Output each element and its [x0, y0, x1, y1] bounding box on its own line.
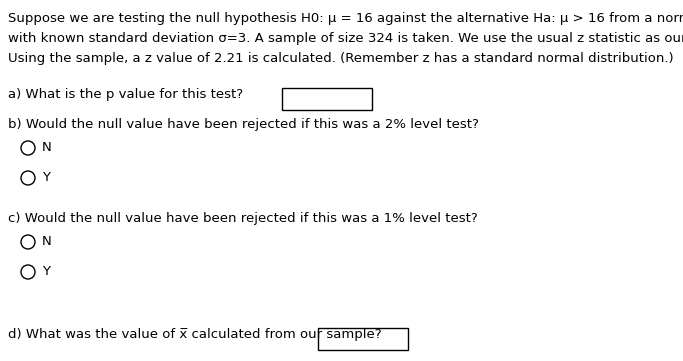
- Text: Suppose we are testing the null hypothesis H0: μ = 16 against the alternative Ha: Suppose we are testing the null hypothes…: [8, 12, 683, 25]
- Circle shape: [21, 171, 35, 185]
- Text: d) What was the value of x̅ calculated from our sample?: d) What was the value of x̅ calculated f…: [8, 328, 382, 341]
- Text: a) What is the p value for this test?: a) What is the p value for this test?: [8, 88, 243, 101]
- Circle shape: [21, 265, 35, 279]
- FancyBboxPatch shape: [282, 88, 372, 110]
- Text: b) Would the null value have been rejected if this was a 2% level test?: b) Would the null value have been reject…: [8, 118, 479, 131]
- Text: c) Would the null value have been rejected if this was a 1% level test?: c) Would the null value have been reject…: [8, 212, 477, 225]
- Text: Y: Y: [42, 265, 50, 278]
- Circle shape: [21, 141, 35, 155]
- Circle shape: [21, 235, 35, 249]
- Text: Y: Y: [42, 171, 50, 184]
- Text: Using the sample, a z value of 2.21 is calculated. (Remember z has a standard no: Using the sample, a z value of 2.21 is c…: [8, 52, 673, 65]
- Text: with known standard deviation σ=3. A sample of size 324 is taken. We use the usu: with known standard deviation σ=3. A sam…: [8, 32, 683, 45]
- Text: N: N: [42, 235, 52, 248]
- Text: N: N: [42, 141, 52, 154]
- FancyBboxPatch shape: [318, 328, 408, 350]
